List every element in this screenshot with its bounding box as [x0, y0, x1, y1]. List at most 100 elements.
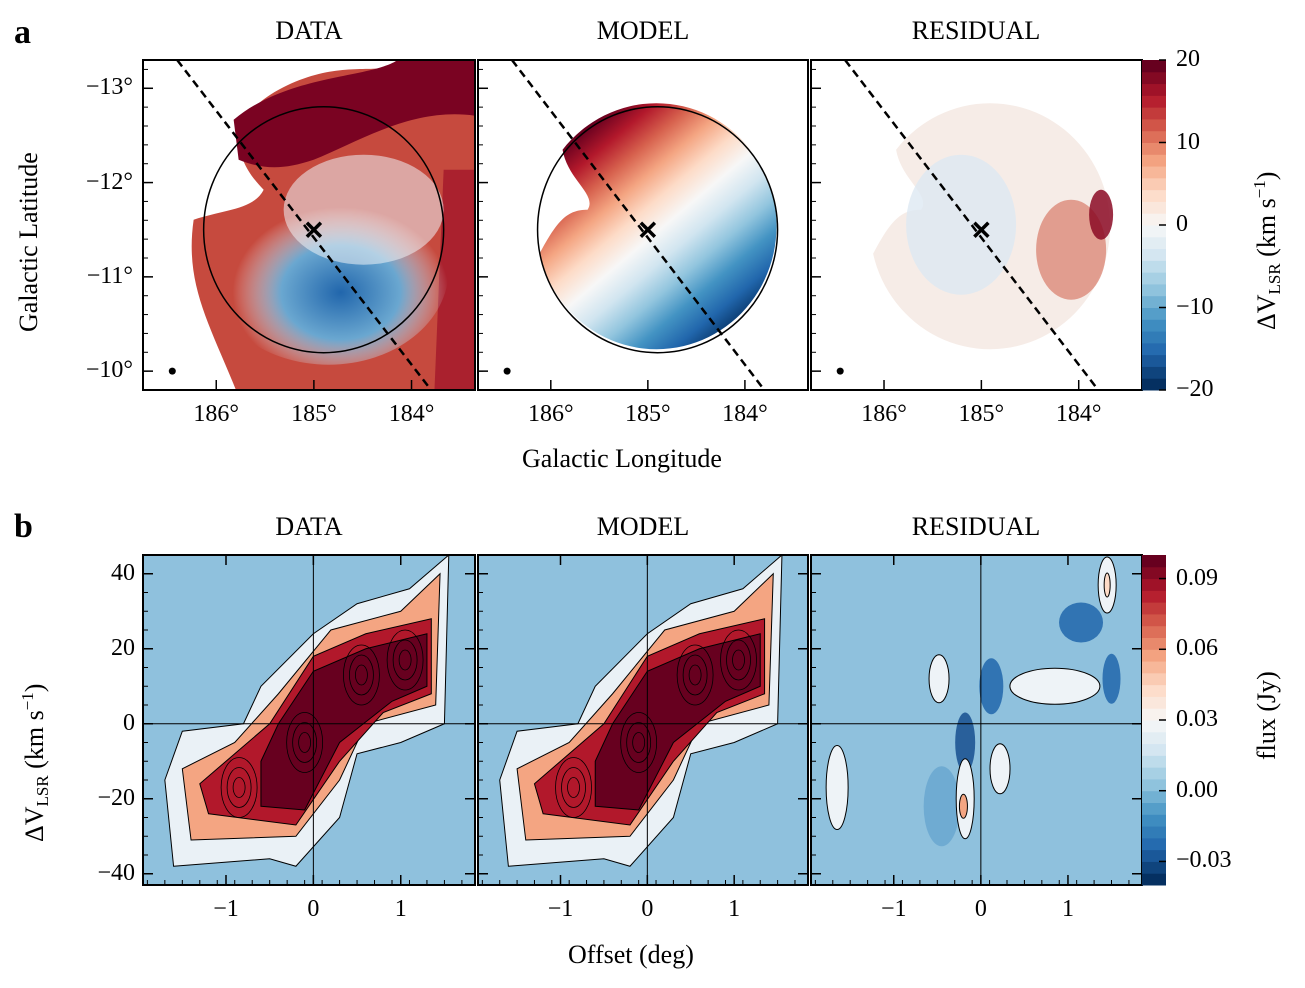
xtick-label-b-2-1: 0	[974, 896, 987, 922]
map-frame-0	[142, 59, 476, 391]
pv-peak-contour-0	[567, 777, 580, 798]
center-x-marker	[639, 221, 657, 238]
colorbar-a-segment	[1142, 319, 1166, 332]
colorbar-b-segment	[1142, 649, 1166, 662]
colorbar-b-segment	[1142, 814, 1166, 827]
xtick-label-a-2-1: 185°	[958, 401, 1005, 427]
data-emission-white	[283, 154, 444, 265]
colorbar-a-tick-label-0: 20	[1176, 46, 1200, 72]
colorbar-a-segment	[1142, 307, 1166, 320]
colorbar-a-segment	[1142, 354, 1166, 367]
colorbar-b-tick-label-0: 0.09	[1176, 564, 1218, 591]
pv-peak-contour-1	[620, 712, 658, 773]
colorbar-b-tick-label-2: 0.03	[1176, 706, 1218, 732]
colorbar-a-tick-label-3: −10	[1176, 293, 1214, 320]
residual-neg-3	[1059, 602, 1104, 643]
xtick-label-b-0-0: −1	[213, 896, 239, 922]
ytick-label-b-4: −40	[97, 859, 135, 886]
colorbar-a-segment	[1142, 248, 1166, 261]
xtick-label-b-2-0: −1	[880, 896, 907, 922]
map-panel-residual	[836, 60, 1114, 390]
colorbar-a-segment	[1142, 331, 1166, 344]
major-axis-dashed-line	[844, 60, 1100, 390]
beam-marker	[168, 367, 176, 375]
colorbar-a-segment	[1142, 154, 1166, 167]
colorbar-b-segment	[1142, 731, 1166, 745]
xtick-label-b-1-2: 1	[728, 896, 741, 922]
colorbar-a-segment	[1142, 272, 1166, 285]
colorbar-b-segment	[1142, 790, 1166, 803]
colorbar-b-tick-label-3: 0.00	[1176, 776, 1218, 803]
pv-panel-data	[143, 555, 475, 885]
xtick-label-a-1-2: 184°	[722, 401, 768, 427]
residual-pos-contour-4	[1009, 667, 1101, 705]
residual-pos-contour-0	[825, 745, 849, 830]
colorbar-b-segment	[1142, 755, 1166, 768]
pv-peak-contour-0	[226, 767, 252, 808]
colorbar-b-segment	[1142, 826, 1166, 839]
colorbar-a-segment	[1142, 201, 1166, 214]
colorbar-b-segment	[1142, 672, 1166, 686]
pv-panel-residual	[811, 555, 1142, 885]
residual-neg-5	[923, 766, 960, 847]
xtick-label-a-0-1: 185°	[291, 401, 337, 427]
pv-peak-contour-3	[392, 639, 418, 681]
xlabel-a: Galactic Longitude	[522, 444, 722, 473]
xtick-label-b-1-1: 0	[641, 896, 654, 922]
residual-peak-2	[1103, 572, 1111, 598]
pv-peak-contour-2	[688, 664, 702, 686]
pv-peak-contour-1	[298, 732, 312, 753]
center-x-marker	[973, 221, 990, 238]
residual-dark-patch	[1089, 189, 1114, 240]
colorbar-b-segment	[1142, 625, 1166, 638]
data-emission-red-lobe	[233, 60, 475, 168]
xtick-label-b-1-0: −1	[547, 896, 574, 922]
colorbar-b-segment	[1142, 708, 1166, 721]
xtick-label-a-1-1: 185°	[625, 401, 671, 427]
colorbar-a-segment	[1142, 342, 1166, 356]
xtick-label-a-2-2: 184°	[1055, 401, 1102, 427]
pv-peak-contour-0	[555, 757, 592, 818]
ytick-label-a-0: −13°	[85, 74, 133, 101]
xtick-label-a-0-2: 184°	[388, 401, 435, 427]
colorbar-a-segment	[1142, 107, 1166, 120]
title-a-model: MODEL	[596, 16, 690, 45]
pv-peak-contour-2	[349, 654, 374, 696]
colorbar-b-segment	[1142, 778, 1166, 792]
colorbar-b-tick-label-4: −0.03	[1176, 847, 1232, 874]
pv-peak-contour-2	[343, 644, 380, 706]
pv-frame-0	[142, 554, 476, 886]
colorbar-b-segment	[1142, 873, 1166, 886]
residual-pos-contour-2	[989, 743, 1011, 795]
major-axis-dashed-line	[510, 60, 766, 390]
colorbar-b-segment	[1142, 566, 1166, 580]
colorbar-b-segment	[1142, 637, 1166, 650]
pv-peak-contour-3	[726, 639, 751, 681]
pv-peak-contour-0	[561, 767, 586, 808]
colorbar-a-segment	[1142, 213, 1166, 226]
colorbar-a-segment	[1142, 130, 1166, 143]
panel-letter-a: a	[14, 14, 31, 51]
colorbar-a-tick-label-4: −20	[1176, 376, 1214, 402]
xtick-label-b-0-1: 0	[307, 896, 320, 922]
pv-peak-contour-2	[676, 644, 714, 706]
xtick-label-a-2-0: 186°	[861, 401, 907, 427]
panel-letter-b: b	[14, 508, 33, 545]
colorbar-a-segment	[1142, 295, 1166, 308]
colorbar-a-segment	[1142, 118, 1166, 132]
colorbar-b-segment	[1142, 661, 1166, 674]
fit-ellipse	[202, 105, 445, 354]
colorbar-a-segment	[1142, 283, 1166, 297]
colorbar-a-segment	[1142, 142, 1166, 155]
fit-ellipse	[536, 105, 779, 354]
residual-peak-1	[958, 793, 968, 819]
title-b-data: DATA	[275, 512, 343, 541]
colorbar-b-segment	[1142, 613, 1166, 627]
title-b-model: MODEL	[596, 512, 690, 541]
pv-peak-contour-3	[386, 629, 424, 691]
map-panel-model	[503, 60, 779, 390]
title-a-data: DATA	[275, 16, 343, 45]
colorbar-b-segment	[1142, 743, 1166, 756]
image-layer	[143, 60, 1142, 885]
